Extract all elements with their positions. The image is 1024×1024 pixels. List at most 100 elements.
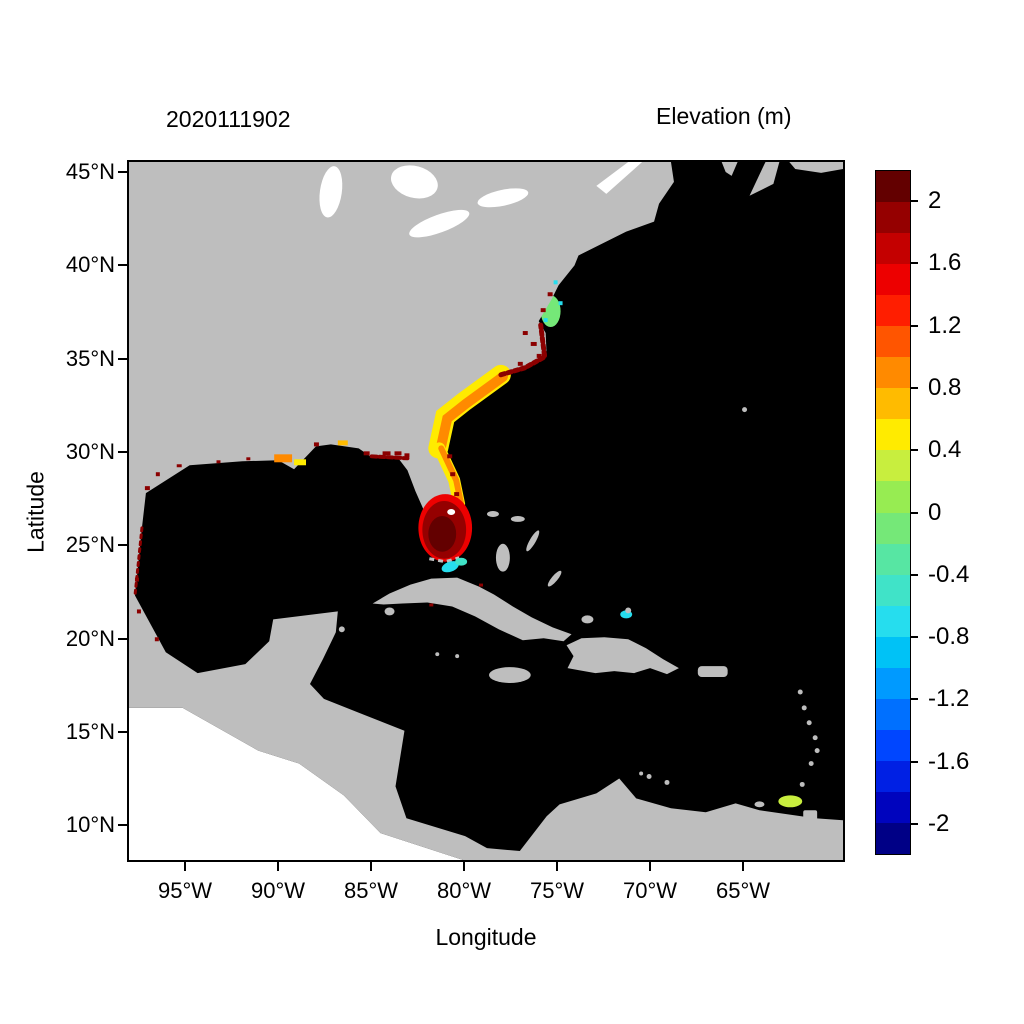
anomaly-speckle <box>337 440 348 446</box>
island-bermuda <box>742 407 748 413</box>
lon-tick-label: 75°W <box>529 878 585 903</box>
colorbar-tick-label: -1.6 <box>928 747 970 775</box>
colorbar-segment <box>876 760 910 792</box>
lat-tick-label: 30°N <box>65 438 115 464</box>
gulf-of-maine-setdown <box>631 162 801 299</box>
lake-huron <box>390 165 438 199</box>
colorbar-segment <box>876 698 910 730</box>
colorbar-segment <box>876 636 910 668</box>
lon-tick-label: 85°W <box>343 878 399 903</box>
lat-tick-label: 20°N <box>65 625 115 651</box>
lat-tick-mark <box>118 824 127 827</box>
surge-speckle <box>540 308 546 313</box>
minas-basin-blue-wedge <box>737 162 766 184</box>
timestamp-title: 2020111902 <box>166 106 291 132</box>
colorbar-tick-mark <box>911 200 918 203</box>
island-trinidad <box>803 810 818 824</box>
lake-okeechobee <box>447 509 456 515</box>
land-nova-scotia <box>721 162 843 196</box>
colorbar-segment <box>876 171 910 203</box>
colorbar-segment <box>876 605 910 637</box>
surge-speckle <box>216 460 221 464</box>
island-andros <box>495 543 510 572</box>
outside-mesh-white <box>129 707 464 860</box>
colorbar-segment <box>876 450 910 482</box>
colorbar-segment <box>876 543 910 575</box>
anomaly-speckle <box>274 454 293 463</box>
colorbar-segment <box>876 388 910 420</box>
islands <box>338 407 820 824</box>
colorbar-segment <box>876 357 910 389</box>
surge-speckle <box>530 341 537 346</box>
anomaly-speckle <box>543 318 548 323</box>
lon-tick-mark <box>463 862 465 871</box>
lon-tick-mark <box>184 862 186 871</box>
lon-tick-mark <box>556 862 558 871</box>
lake-erie <box>409 209 470 238</box>
colorbar <box>875 170 911 855</box>
colorbar-segment <box>876 233 910 265</box>
lat-tick-mark <box>118 264 127 267</box>
x-axis-label: Longitude <box>435 924 537 950</box>
colorbar-tick-label: 1.2 <box>928 311 962 339</box>
surge-speckle <box>447 454 453 459</box>
lat-tick-label: 10°N <box>65 812 115 838</box>
surge-speckle <box>246 457 251 461</box>
colorbar-tick-label: -2 <box>928 809 950 837</box>
yucatan-channel-green <box>334 586 378 669</box>
lon-tick-label: 90°W <box>250 878 306 903</box>
surge-speckle <box>155 472 160 477</box>
great-lakes <box>319 165 529 238</box>
lat-tick-label: 40°N <box>65 252 115 278</box>
surge-speckle <box>522 331 528 336</box>
surge-speckle <box>536 353 542 358</box>
map-plot-area <box>127 160 845 862</box>
colorbar-tick-label: 0.8 <box>928 373 962 401</box>
island-cozumel <box>338 626 345 633</box>
lat-tick-mark <box>118 544 127 547</box>
colorbar-segment <box>876 791 910 823</box>
colorbar-tick-mark <box>911 511 918 514</box>
colorbar-tick-mark <box>911 760 918 763</box>
surge-speckle <box>450 472 456 477</box>
colorbar-tick-mark <box>911 324 918 327</box>
lon-tick-label: 95°W <box>157 878 213 903</box>
surge-speckle <box>517 361 523 366</box>
colorbar-segment <box>876 295 910 327</box>
colorbar-segment <box>876 326 910 358</box>
colorbar-tick-mark <box>911 698 918 701</box>
st-lawrence-river <box>596 162 643 194</box>
colorbar-tick-label: -0.8 <box>928 623 970 651</box>
lat-tick-mark <box>118 357 127 360</box>
colorbar-segment <box>876 667 910 699</box>
island-margarita <box>754 801 765 808</box>
colorbar-tick-label: 2 <box>928 187 942 215</box>
island-jamaica <box>488 667 531 684</box>
lon-tick-label: 65°W <box>715 878 771 903</box>
colorbar-tick-label: 0 <box>928 498 942 526</box>
colorbar-segment <box>876 264 910 296</box>
elevation-map-svg <box>129 162 843 860</box>
lat-tick-label: 35°N <box>65 345 115 371</box>
lat-tick-mark <box>118 730 127 733</box>
surge-speckle <box>313 442 319 447</box>
surge-speckle <box>547 292 553 297</box>
surge-speckle <box>363 451 370 456</box>
colorbar-tick-mark <box>911 262 918 265</box>
surge-speckle <box>382 451 391 456</box>
land-mainland <box>129 162 843 860</box>
bay-of-fundy-orange <box>797 162 843 208</box>
colorbar-segment <box>876 574 910 606</box>
lat-tick-label: 45°N <box>65 159 115 184</box>
island-hispaniola <box>566 637 679 675</box>
lon-tick-mark <box>742 862 744 871</box>
colorbar-segment <box>876 419 910 451</box>
surge-speckle <box>154 637 159 642</box>
lon-tick-label: 70°W <box>622 878 678 903</box>
colorbar-tick-label: -1.2 <box>928 685 970 713</box>
colorbar-tick-mark <box>911 386 918 389</box>
colorbar-segment <box>876 729 910 761</box>
island-juventud <box>384 607 395 616</box>
colorbar-tick-mark <box>911 822 918 825</box>
surge-speckle <box>394 451 402 456</box>
